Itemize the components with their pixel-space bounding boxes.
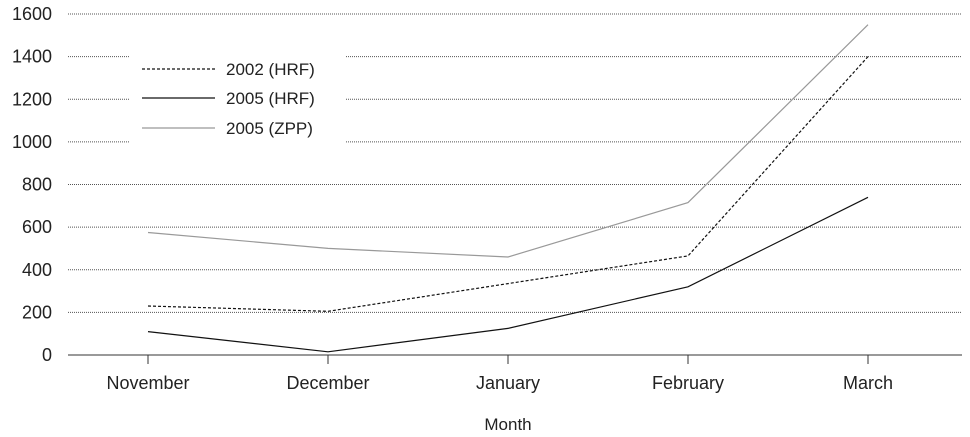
axes [68, 354, 962, 364]
y-tick-label: 1600 [12, 4, 52, 24]
y-tick-labels: 0 200 400 600 800 1000 1200 1400 1600 [12, 4, 52, 365]
legend: 2002 (HRF) 2005 (HRF) 2005 (ZPP) [130, 52, 345, 146]
legend-label-2: 2005 (HRF) [226, 89, 315, 108]
y-tick-label: 1000 [12, 132, 52, 152]
series-line-2 [147, 196, 869, 353]
y-tick-label: 200 [22, 302, 52, 322]
y-tick-label: 1200 [12, 89, 52, 109]
series-line-1 [147, 56, 869, 312]
x-tick-labels: November December January February March [106, 373, 893, 393]
y-tick-label: 0 [42, 345, 52, 365]
x-tick-label: November [106, 373, 189, 393]
x-tick-label: January [476, 373, 540, 393]
x-tick-label: December [286, 373, 369, 393]
y-tick-label: 600 [22, 217, 52, 237]
legend-label-3: 2005 (ZPP) [226, 119, 313, 138]
series-line-3 [147, 24, 869, 258]
y-tick-label: 800 [22, 175, 52, 195]
y-tick-label: 400 [22, 260, 52, 280]
x-tick-label: March [843, 373, 893, 393]
legend-background [130, 52, 345, 146]
x-tick-label: February [652, 373, 724, 393]
series-lines [147, 24, 869, 353]
y-tick-label: 1400 [12, 47, 52, 67]
x-axis-title: Month [484, 415, 531, 434]
legend-label-1: 2002 (HRF) [226, 60, 315, 79]
